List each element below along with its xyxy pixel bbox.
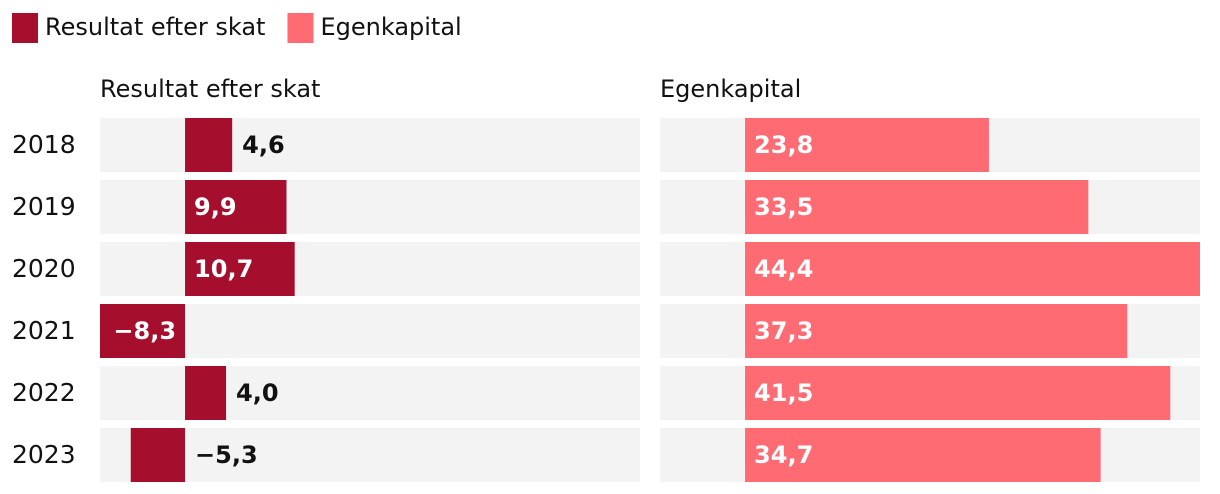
bar: [185, 180, 287, 234]
row-background: [100, 366, 640, 420]
row-background: [100, 118, 640, 172]
bar: [130, 428, 186, 482]
y-tick-label: 2020: [12, 254, 76, 283]
row-background: [100, 304, 640, 358]
y-tick-label: 2019: [12, 192, 76, 221]
value-label: 37,3: [754, 317, 813, 345]
row-background: [100, 242, 640, 296]
value-label: −5,3: [195, 441, 258, 469]
panel-title: Egenkapital: [660, 75, 801, 103]
legend-swatch: [287, 13, 314, 43]
value-label: 4,0: [236, 379, 279, 407]
row-background: [100, 180, 640, 234]
bar: [185, 366, 227, 420]
bar: [185, 118, 233, 172]
value-label: 10,7: [194, 255, 253, 283]
value-label: 41,5: [754, 379, 813, 407]
value-label: −8,3: [113, 317, 176, 345]
bar: [185, 242, 295, 296]
bar: [745, 118, 989, 172]
value-label: 33,5: [754, 193, 813, 221]
value-label: 9,9: [194, 193, 237, 221]
bar: [745, 428, 1101, 482]
y-tick-label: 2022: [12, 378, 76, 407]
bar: [745, 304, 1128, 358]
legend-label: Egenkapital: [320, 13, 461, 41]
bar: [745, 180, 1089, 234]
y-tick-label: 2021: [12, 316, 76, 345]
bar: [100, 304, 186, 358]
bar: [745, 242, 1200, 296]
value-label: 34,7: [754, 441, 813, 469]
panel-title: Resultat efter skat: [100, 75, 320, 103]
value-label: 4,6: [242, 131, 285, 159]
row-background: [100, 428, 640, 482]
bar: [745, 366, 1171, 420]
y-tick-label: 2023: [12, 440, 76, 469]
legend-label: Resultat efter skat: [45, 13, 265, 41]
value-label: 23,8: [754, 131, 813, 159]
value-label: 44,4: [754, 255, 813, 283]
legend-swatch: [12, 13, 38, 43]
y-tick-label: 2018: [12, 130, 76, 159]
